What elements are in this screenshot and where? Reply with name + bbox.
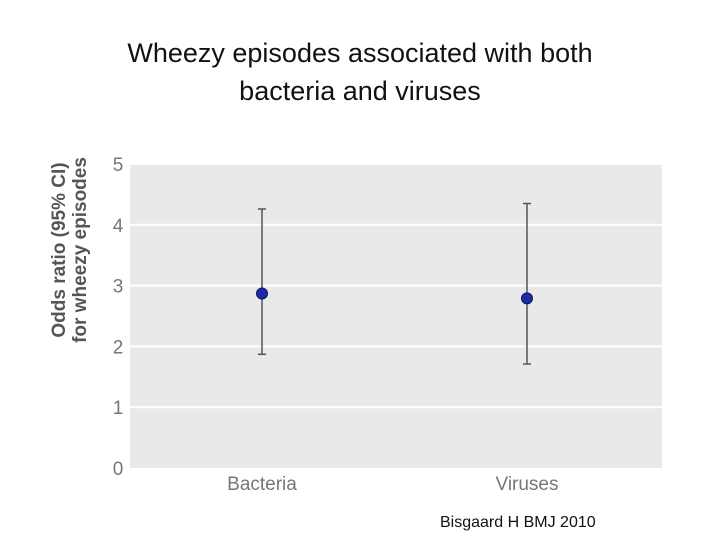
x-tick-label: Viruses xyxy=(495,474,558,495)
y-tick-label: 0 xyxy=(113,459,124,480)
plot-background xyxy=(130,164,662,468)
data-point xyxy=(256,287,268,300)
chart-title-line-1: Wheezy episodes associated with both xyxy=(127,38,593,68)
y-tick-label: 3 xyxy=(113,277,124,298)
y-tick-label: 2 xyxy=(113,337,124,358)
y-tick-label: 1 xyxy=(113,398,124,419)
chart-title: Wheezy episodes associated with both bac… xyxy=(60,34,660,110)
chart-title-line-2: bacteria and viruses xyxy=(239,76,481,106)
x-tick-label: Bacteria xyxy=(227,474,297,495)
y-tick-label: 4 xyxy=(113,216,124,237)
y-tick-label: 5 xyxy=(113,155,124,176)
data-point xyxy=(521,292,533,305)
source-citation: Bisgaard H BMJ 2010 xyxy=(440,514,596,531)
